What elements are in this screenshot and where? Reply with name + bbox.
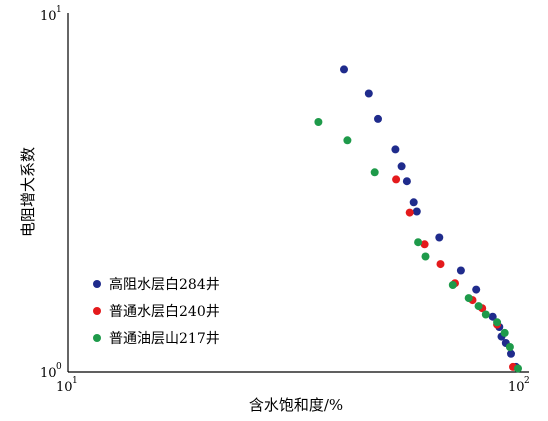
svg-text:10: 10 [40, 9, 57, 24]
svg-text:10: 10 [40, 366, 57, 381]
data-point-s2-p9 [493, 318, 502, 327]
data-point-s0-p15 [507, 349, 515, 358]
legend: 高阻水层白284井 普通水层白240井 普通油层山217井 [93, 276, 220, 347]
svg-text:1: 1 [56, 5, 62, 15]
legend-marker-0 [93, 280, 101, 288]
svg-text:0: 0 [56, 362, 62, 372]
legend-item-2: 普通油层山217井 [93, 331, 220, 347]
data-point-s2-p2 [370, 168, 379, 177]
svg-text:10: 10 [508, 380, 525, 395]
y-tick-label-10-0: 10 0 [40, 362, 62, 381]
data-point-s0-p11 [488, 312, 497, 321]
data-point-s0-p8 [435, 233, 444, 242]
data-point-s0-p9 [456, 266, 465, 275]
data-point-s2-p8 [481, 310, 490, 319]
data-point-s2-p5 [448, 281, 457, 289]
data-point-s0-p4 [397, 162, 406, 171]
legend-label-1: 普通水层白240井 [109, 304, 220, 320]
svg-text:1: 1 [72, 376, 78, 386]
data-point-s2-p0 [314, 118, 323, 126]
data-point-s2-p11 [505, 343, 514, 351]
legend-item-1: 普通水层白240井 [93, 304, 220, 320]
x-tick-label-10-2: 10 2 [508, 376, 530, 395]
data-point-s0-p1 [364, 89, 373, 98]
legend-marker-1 [93, 307, 101, 315]
data-point-s1-p2 [420, 240, 429, 249]
data-point-s0-p7 [412, 207, 421, 216]
legend-label-2: 普通油层山217井 [109, 331, 220, 347]
data-point-s1-p3 [436, 260, 445, 269]
svg-text:2: 2 [524, 376, 530, 386]
x-axis-title: 含水饱和度/% [249, 396, 343, 414]
data-point-s2-p7 [474, 302, 483, 311]
data-point-s0-p3 [391, 145, 400, 154]
legend-label-0: 高阻水层白284井 [109, 276, 220, 293]
data-point-s2-p1 [343, 136, 352, 145]
data-point-s2-p4 [421, 252, 430, 261]
x-tick-label-10-1: 10 1 [56, 376, 78, 395]
data-point-s0-p0 [340, 65, 348, 74]
y-tick-label-10-1: 10 1 [40, 5, 62, 24]
data-point-s0-p10 [472, 285, 481, 294]
svg-text:10: 10 [56, 380, 73, 395]
data-point-s1-p0 [392, 175, 401, 184]
y-axis-title: 电阻增大系数 [19, 147, 37, 237]
legend-item-0: 高阻水层白284井 [93, 276, 220, 293]
data-point-s2-p6 [464, 294, 473, 303]
data-point-s2-p10 [500, 328, 509, 337]
data-point-s1-p1 [405, 208, 414, 217]
data-point-s2-p3 [414, 238, 423, 247]
legend-marker-2 [93, 334, 101, 342]
data-point-s2-p12 [514, 364, 522, 373]
data-point-s0-p5 [402, 177, 411, 186]
data-point-s0-p2 [374, 114, 382, 123]
data-point-s0-p6 [409, 198, 418, 207]
data-points [314, 65, 522, 373]
